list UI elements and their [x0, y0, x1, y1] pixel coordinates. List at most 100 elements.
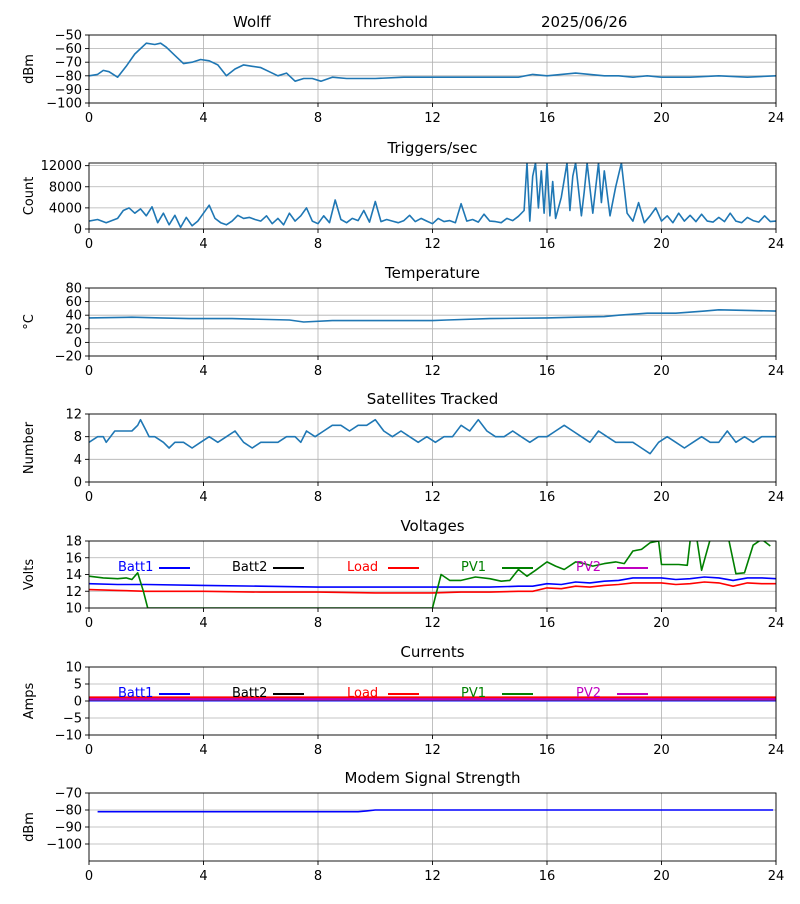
x-tick-label: 0	[85, 237, 93, 252]
y-tick-label: 40	[65, 309, 82, 324]
x-tick-label: 24	[768, 616, 785, 631]
y-tick-label: 5	[74, 678, 82, 693]
y-axis-label: Number	[22, 421, 37, 474]
chart-title: Currents	[400, 643, 464, 661]
y-tick-label: −5	[63, 712, 82, 727]
x-tick-label: 4	[199, 490, 207, 505]
x-tick-label: 24	[768, 869, 785, 884]
report-date: 2025/06/26	[541, 13, 627, 31]
legend-label: Batt1	[118, 560, 153, 575]
x-tick-label: 8	[314, 616, 322, 631]
y-tick-label: −20	[55, 350, 82, 365]
y-tick-label: 0	[74, 336, 82, 351]
x-tick-label: 0	[85, 616, 93, 631]
x-tick-label: 0	[85, 869, 93, 884]
x-tick-label: 24	[768, 364, 785, 379]
y-tick-label: −100	[46, 838, 82, 853]
x-tick-label: 24	[768, 743, 785, 758]
y-axis-label: Count	[22, 177, 37, 216]
x-tick-label: 20	[653, 237, 670, 252]
y-axis-label: dBm	[22, 54, 37, 84]
chart-panel-signal: 0 4 8 12 16 20 24 −100−90−80−70−60−50 dBm	[22, 29, 784, 127]
y-tick-label: −90	[55, 821, 82, 836]
x-tick-label: 20	[653, 490, 670, 505]
x-tick-label: 0	[85, 364, 93, 379]
y-tick-label: 60	[65, 295, 82, 310]
y-tick-label: 10	[65, 661, 82, 676]
x-tick-label: 4	[199, 237, 207, 252]
y-tick-label: 8000	[49, 180, 82, 195]
chart-panel-satellites: 0 4 8 12 16 20 24 0 4 8 12 Satellites Tracked Number	[22, 390, 784, 505]
y-tick-label: 14	[65, 568, 82, 583]
series-line-triggers-0	[89, 163, 776, 229]
x-tick-label: 8	[314, 364, 322, 379]
y-tick-label: −70	[55, 56, 82, 71]
legend-label: PV1	[461, 560, 486, 575]
series-line-voltages-batt1	[89, 576, 776, 588]
x-tick-label: 20	[653, 364, 670, 379]
x-tick-label: 12	[424, 869, 441, 884]
y-tick-label: 20	[65, 322, 82, 337]
y-tick-label: 12	[65, 585, 82, 600]
chart-panel-currents: 0 4 8 12 16 20 24 −10 −5 0 5 10 Currents Amps Batt1 Bat…	[22, 643, 784, 758]
x-tick-label: 0	[85, 743, 93, 758]
legend-label: PV2	[576, 560, 601, 575]
y-tick-label: −80	[55, 804, 82, 819]
y-tick-label: −50	[55, 29, 82, 44]
x-tick-label: 20	[653, 111, 670, 126]
x-tick-label: 20	[653, 743, 670, 758]
y-tick-label: 80	[65, 282, 82, 297]
legend-label: Batt1	[118, 686, 153, 701]
y-tick-label: −70	[55, 787, 82, 802]
chart-title: Voltages	[400, 517, 464, 535]
x-tick-label: 12	[424, 616, 441, 631]
y-axis-label: Amps	[22, 682, 37, 719]
legend-label: Batt2	[232, 686, 267, 701]
series-line-signal-0	[89, 42, 776, 82]
y-tick-label: −60	[55, 42, 82, 57]
series-line-voltages-pv1	[89, 541, 771, 608]
x-tick-label: 4	[199, 111, 207, 126]
x-tick-label: 16	[539, 616, 556, 631]
y-tick-label: −100	[46, 97, 82, 112]
x-tick-label: 4	[199, 364, 207, 379]
y-tick-label: −80	[55, 69, 82, 84]
x-tick-label: 8	[314, 237, 322, 252]
y-tick-label: 0	[74, 476, 82, 491]
y-axis-label: dBm	[22, 812, 37, 842]
x-tick-label: 12	[424, 490, 441, 505]
y-tick-label: 0	[74, 223, 82, 238]
x-tick-label: 12	[424, 111, 441, 126]
y-tick-label: 10	[65, 602, 82, 617]
y-tick-label: −90	[55, 83, 82, 98]
chart-title: Triggers/sec	[387, 139, 478, 157]
x-tick-label: 12	[424, 237, 441, 252]
legend-label: Load	[347, 686, 378, 701]
series-line-temperature-0	[89, 308, 776, 323]
chart-panel-triggers: 0 4 8 12 16 20 24 0 4000 8000 12000 Triggers/sec Cou…	[22, 139, 784, 252]
x-tick-label: 24	[768, 237, 785, 252]
x-tick-label: 16	[539, 869, 556, 884]
x-tick-label: 20	[653, 869, 670, 884]
chart-panel-modem: 0 4 8 12 16 20 24 −100 −90 −80 −70 Modem Signal Str…	[22, 769, 784, 884]
x-tick-label: 24	[768, 111, 785, 126]
x-tick-label: 4	[199, 616, 207, 631]
series-line-modem-0	[97, 809, 774, 813]
x-tick-label: 12	[424, 743, 441, 758]
x-tick-label: 8	[314, 111, 322, 126]
x-tick-label: 16	[539, 237, 556, 252]
series-line-satellites-0	[89, 418, 776, 455]
x-tick-label: 4	[199, 743, 207, 758]
y-axis-label: Volts	[22, 559, 37, 591]
y-tick-label: 4	[74, 453, 82, 468]
x-tick-label: 16	[539, 111, 556, 126]
x-tick-label: 0	[85, 111, 93, 126]
legend-label: PV2	[576, 686, 601, 701]
trigger-mode: Threshold	[353, 13, 428, 31]
x-tick-label: 12	[424, 364, 441, 379]
y-axis-label: °C	[22, 314, 37, 330]
station-name: Wolff	[233, 13, 271, 31]
